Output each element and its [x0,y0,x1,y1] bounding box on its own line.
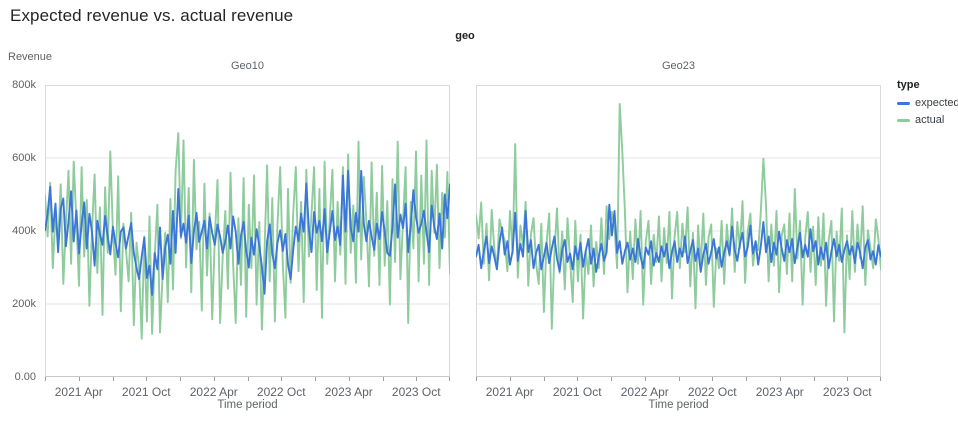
x-tick-label: 2023 Oct [822,385,872,399]
y-tick-label: 600k [12,152,36,164]
x-tick-label: 2022 Oct [687,385,737,399]
x-axis-title-geo10: Time period [217,399,278,411]
x-axis-geo23: 2021 Apr 2021 Oct 2022 Apr 2022 Oct 2023 Apr… [476,377,881,405]
y-tick-label: 400k [12,225,36,237]
legend: type expected actual [897,79,958,131]
line-chart-geo23 [476,85,881,377]
x-axis-title-geo23: Time period [648,399,709,411]
x-tick-label: 2021 Apr [54,385,103,399]
x-tickmark [112,377,114,381]
x-tick-label: 2022 Oct [256,385,306,399]
x-tick-label: 2021 Oct [552,385,602,399]
x-tickmark [611,377,612,381]
legend-item-expected[interactable]: expected [897,97,958,110]
x-tickmark [779,377,781,381]
x-tickmark [644,377,646,381]
x-tickmark [577,377,579,381]
x-tickmark [746,377,747,381]
x-tickmark [78,377,80,381]
x-tickmark [45,377,46,381]
x-tickmark [247,377,249,381]
x-tickmark [509,377,511,381]
actual-line-swatch-icon [897,119,910,122]
x-tickmark [315,377,316,381]
legend-label: expected [915,97,958,109]
x-tick-label: 2022 Apr [189,385,238,399]
x-tickmark [146,377,148,381]
x-tick-label: 2021 Apr [485,385,534,399]
x-tickmark [281,377,283,381]
page-title: Expected revenue vs. actual revenue [10,6,294,25]
x-tickmark [476,377,477,381]
line-chart-geo10 [45,85,450,377]
y-tick-label: 200k [12,298,36,310]
x-tickmark [382,377,384,381]
x-tick-label: 2021 Oct [121,385,171,399]
x-tick-label: 2023 Apr [755,385,804,399]
x-tickmark [712,377,714,381]
facet-title-geo23: Geo23 [661,60,696,72]
x-tickmark [348,377,350,381]
legend-item-actual[interactable]: actual [897,114,957,127]
facet-title-geo10: Geo10 [230,60,265,72]
x-tickmark [416,377,418,381]
x-tickmark [813,377,815,381]
y-tick-label: 800k [12,79,36,91]
x-tickmark [213,377,215,381]
expected-line-swatch-icon [897,102,910,105]
x-tickmark [180,377,181,381]
x-axis-geo10: 2021 Apr 2021 Oct 2022 Apr 2022 Oct 2023 Apr… [45,377,450,405]
x-tickmark [847,377,849,381]
x-tick-label: 2023 Oct [391,385,441,399]
legend-label: actual [915,114,945,126]
x-tickmark [678,377,680,381]
facet-field-header: geo [455,30,475,42]
x-tickmark [543,377,545,381]
x-tickmark [449,377,450,381]
legend-title: type [897,79,920,91]
y-tick-label: 0.00 [14,371,36,383]
y-axis-title: Revenue [8,51,53,63]
x-tick-label: 2022 Apr [620,385,669,399]
x-tickmark [880,377,881,381]
x-tick-label: 2023 Apr [324,385,373,399]
